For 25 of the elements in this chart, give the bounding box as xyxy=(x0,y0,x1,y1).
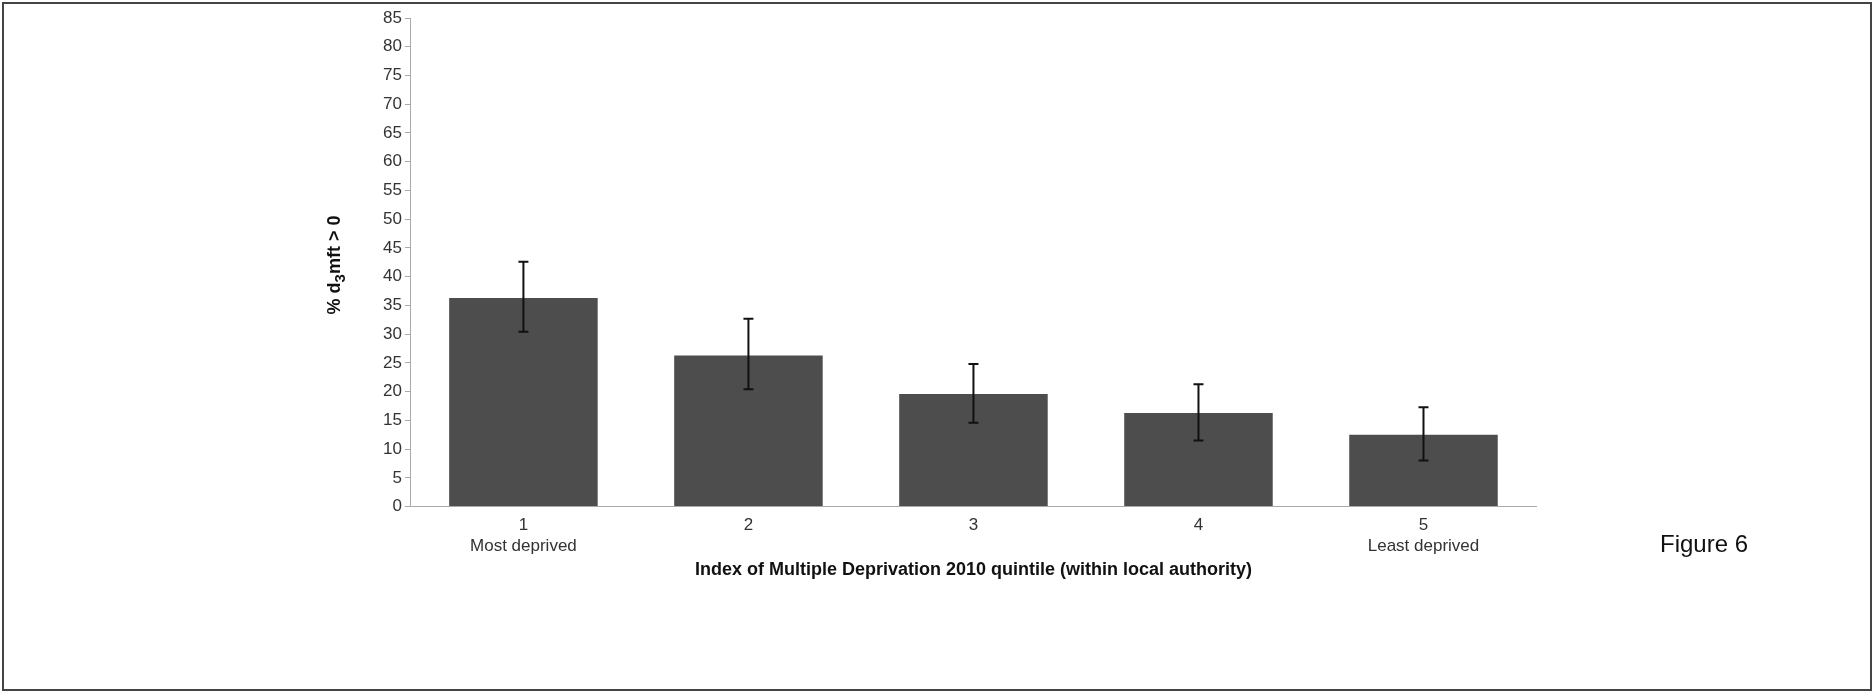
y-tick-label: 85 xyxy=(382,7,402,27)
y-tick-label: 80 xyxy=(382,36,402,56)
y-tick-label: 25 xyxy=(382,352,402,372)
x-tick-label: 3 xyxy=(968,515,979,535)
y-tick-label: 55 xyxy=(382,180,402,200)
y-tick-label: 50 xyxy=(382,208,402,228)
x-tick-label: 4 xyxy=(1193,515,1204,535)
y-tick-label: 5 xyxy=(392,467,402,487)
x-axis-title: Index of Multiple Deprivation 2010 quintile (within local authority) xyxy=(694,559,1252,580)
y-tick-label: 10 xyxy=(382,438,402,458)
y-tick-label: 70 xyxy=(382,93,402,113)
y-tick-label: 40 xyxy=(382,266,402,286)
y-tick-label: 65 xyxy=(382,122,402,142)
y-tick-label: 30 xyxy=(382,323,402,343)
x-tick-label: 1 Most deprived xyxy=(470,515,577,555)
y-tick-label: 45 xyxy=(382,237,402,257)
y-tick-label: 0 xyxy=(392,496,402,516)
y-tick-label: 60 xyxy=(382,151,402,171)
y-tick-label: 15 xyxy=(382,410,402,430)
x-tick-label: 5 Least deprived xyxy=(1367,515,1480,555)
y-tick-label: 35 xyxy=(382,295,402,315)
y-tick-label: 20 xyxy=(382,381,402,401)
y-tick-label: 75 xyxy=(382,65,402,85)
caption: Figure 6 xyxy=(1660,530,1749,558)
x-tick-label: 2 xyxy=(743,515,754,535)
